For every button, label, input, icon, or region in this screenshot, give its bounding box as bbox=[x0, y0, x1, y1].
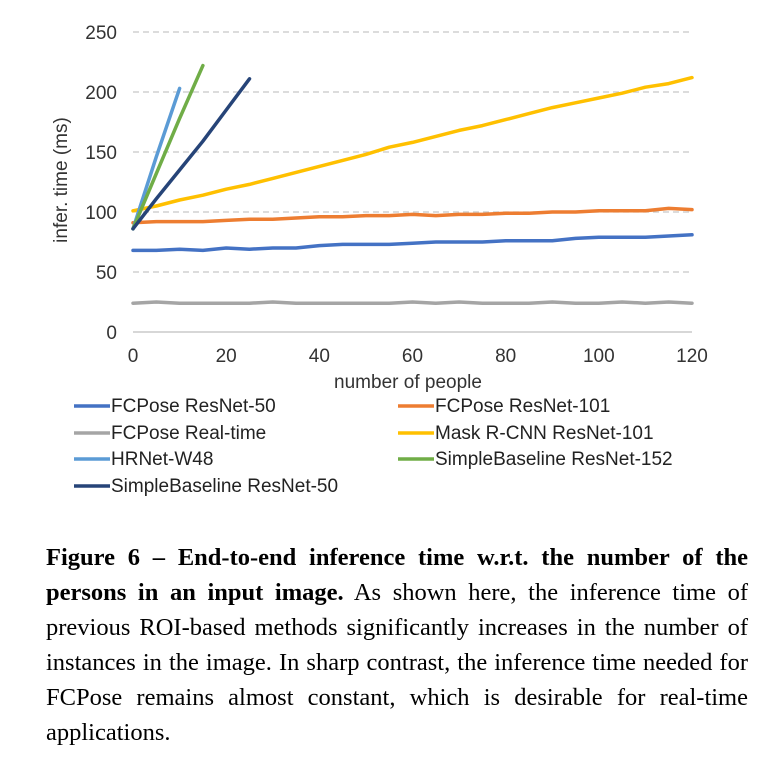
y-axis-label: infer. time (ms) bbox=[51, 117, 72, 243]
caption-text: As shown here, the inference time of pre… bbox=[46, 579, 748, 746]
series-lines bbox=[131, 63, 694, 305]
legend-label-3: Mask R-CNN ResNet-101 bbox=[435, 423, 654, 444]
y-tick-label: 150 bbox=[85, 143, 117, 164]
x-axis-label: number of people bbox=[334, 372, 482, 393]
series-line-5 bbox=[131, 63, 205, 231]
legend-label-6: SimpleBaseline ResNet-50 bbox=[111, 476, 338, 497]
legend-label-0: FCPose ResNet-50 bbox=[111, 396, 276, 417]
x-tick-label: 60 bbox=[402, 346, 423, 367]
x-tick-label: 0 bbox=[128, 346, 139, 367]
y-tick-labels: 0 50 100 150 200 250 bbox=[85, 23, 117, 344]
legend-label-1: FCPose ResNet-101 bbox=[435, 396, 610, 417]
legend-label-4: HRNet-W48 bbox=[111, 449, 213, 470]
legend: FCPose ResNet-50 FCPose ResNet-101 FCPose … bbox=[74, 396, 673, 497]
series-line-2 bbox=[131, 300, 694, 305]
x-tick-label: 20 bbox=[216, 346, 237, 367]
y-tick-label: 250 bbox=[85, 23, 117, 44]
y-tick-label: 100 bbox=[85, 203, 117, 224]
legend-label-2: FCPose Real-time bbox=[111, 423, 266, 444]
series-line-1 bbox=[131, 206, 694, 225]
y-tick-label: 50 bbox=[96, 263, 117, 284]
y-tick-label: 0 bbox=[106, 323, 117, 344]
x-tick-label: 80 bbox=[495, 346, 516, 367]
y-tick-label: 200 bbox=[85, 83, 117, 104]
x-tick-label: 100 bbox=[583, 346, 615, 367]
x-tick-label: 40 bbox=[309, 346, 330, 367]
legend-label-5: SimpleBaseline ResNet-152 bbox=[435, 449, 673, 470]
x-tick-label: 120 bbox=[676, 346, 708, 367]
series-line-3 bbox=[131, 75, 694, 213]
series-line-0 bbox=[131, 233, 694, 253]
line-chart: 0 50 100 150 200 250 0 20 40 60 80 100 120 number o… bbox=[51, 23, 708, 497]
caption-label: Figure 6 – End-to-end inference time w.r… bbox=[46, 544, 748, 606]
figure-caption: Figure 6 – End-to-end inference time w.r… bbox=[46, 540, 748, 750]
x-tick-labels: 0 20 40 60 80 100 120 bbox=[128, 346, 708, 367]
series-line-6 bbox=[131, 77, 252, 231]
series-line-4 bbox=[131, 86, 182, 231]
